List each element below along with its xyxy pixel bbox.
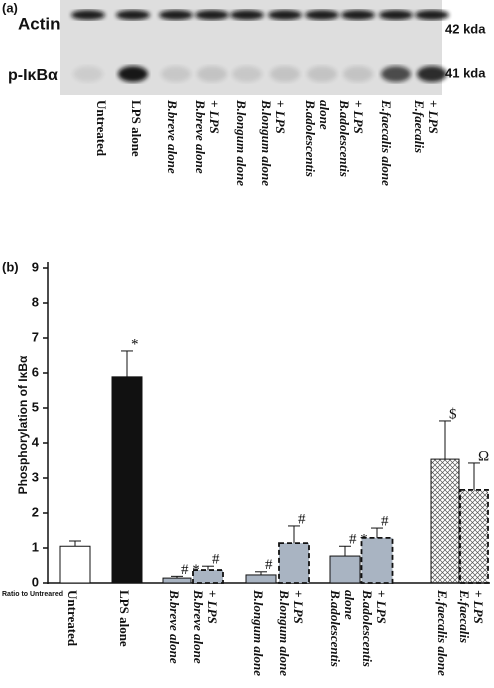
lane-label: Untreated (94, 100, 109, 157)
annotation: * (131, 336, 139, 352)
annotation: # (381, 513, 389, 529)
x-tick-label: B.longum alone (251, 589, 266, 676)
p-ikba-band (197, 66, 227, 82)
lane-label: LPS alone (129, 100, 144, 157)
lane-label: B.breve alone (193, 99, 208, 174)
annotation: # (265, 557, 273, 573)
lane-label: alone (317, 100, 332, 130)
panel-label: (b) (2, 259, 19, 274)
actin-band (341, 10, 375, 20)
y-tick-label: 0 (32, 574, 39, 589)
lane-label: B.breve alone (165, 99, 180, 174)
p-ikba-band (343, 66, 373, 82)
y-tick-label: 2 (32, 504, 39, 519)
x-tick-label: E.faecalis alone (435, 589, 450, 676)
lane-label: + LPS (207, 100, 222, 134)
bar (278, 542, 310, 584)
p-ikba-band (307, 66, 337, 82)
lane-label: + LPS (426, 100, 441, 134)
x-tick-label: + LPS (205, 590, 220, 624)
p-ikba-band (232, 66, 262, 82)
lane-label: E.faecalis alone (379, 99, 394, 186)
x-tick-label: + LPS (374, 590, 389, 624)
x-tick-label: B.adolescentis (328, 589, 343, 667)
y-tick-label: 6 (32, 364, 39, 379)
p-ikba-band (270, 66, 300, 82)
actin-band (230, 10, 264, 20)
x-tick-label: + LPS (291, 590, 306, 624)
x-tick-label: + LPS (471, 590, 486, 624)
y-tick-label: 7 (32, 329, 39, 344)
row-label: p-IκBα (8, 67, 58, 84)
p-ikba-band (161, 66, 191, 82)
lane-label: B.adolescentis (303, 99, 318, 177)
panel-label: (a) (2, 0, 18, 15)
note: Ratio to Untreared (2, 591, 63, 598)
x-tick-label: alone (342, 590, 357, 620)
lane-label: + LPS (351, 100, 366, 134)
x-tick-label: Untreated (65, 590, 80, 647)
x-tick-label: E.faecalis (457, 589, 472, 643)
bar (192, 569, 224, 584)
x-tick-label: B.longum alone (277, 589, 292, 676)
annotation: Ω (478, 448, 489, 464)
annotation: $ (449, 406, 457, 422)
y-tick-label: 8 (32, 294, 39, 309)
y-tick-label: 3 (32, 469, 39, 484)
x-tick-label: B.adolescentis (360, 589, 375, 667)
actin-band (415, 10, 449, 20)
p-ikba-band (417, 66, 447, 82)
lane-label: E.faecalis (412, 99, 427, 153)
row-label: Actin (18, 14, 61, 33)
actin-band (159, 10, 193, 20)
bar (162, 577, 192, 584)
bar (329, 555, 361, 584)
bar (59, 545, 91, 584)
bar (360, 536, 394, 584)
lane-label: B.longum alone (259, 99, 274, 186)
lane-label: B.adolescentis (337, 99, 352, 177)
size-label: 41 kda (445, 65, 486, 80)
y-tick-label: 9 (32, 259, 39, 274)
actin-band (71, 10, 105, 20)
actin-band (268, 10, 302, 20)
bar (459, 488, 489, 584)
bar (430, 458, 460, 584)
x-tick-label: B.breve alone (191, 589, 206, 664)
bar (111, 376, 143, 584)
actin-band (116, 10, 150, 20)
y-tick-label: 5 (32, 399, 39, 414)
y-tick-label: 4 (32, 434, 40, 449)
actin-band (379, 10, 413, 20)
x-tick-label: LPS alone (117, 590, 132, 647)
y-axis-label: Phosphorylation of IκBα (16, 355, 30, 494)
p-ikba-band (118, 66, 148, 82)
bar (245, 574, 277, 584)
p-ikba-band (73, 66, 103, 82)
actin-band (195, 10, 229, 20)
size-label: 42 kda (445, 21, 486, 36)
lane-label: B.longum alone (234, 99, 249, 186)
lane-label: + LPS (273, 100, 288, 134)
p-ikba-band (381, 66, 411, 82)
y-tick-label: 1 (32, 539, 39, 554)
x-tick-label: B.breve alone (167, 589, 182, 664)
annotation: # (298, 511, 306, 527)
annotation: # (212, 552, 220, 568)
actin-band (305, 10, 339, 20)
